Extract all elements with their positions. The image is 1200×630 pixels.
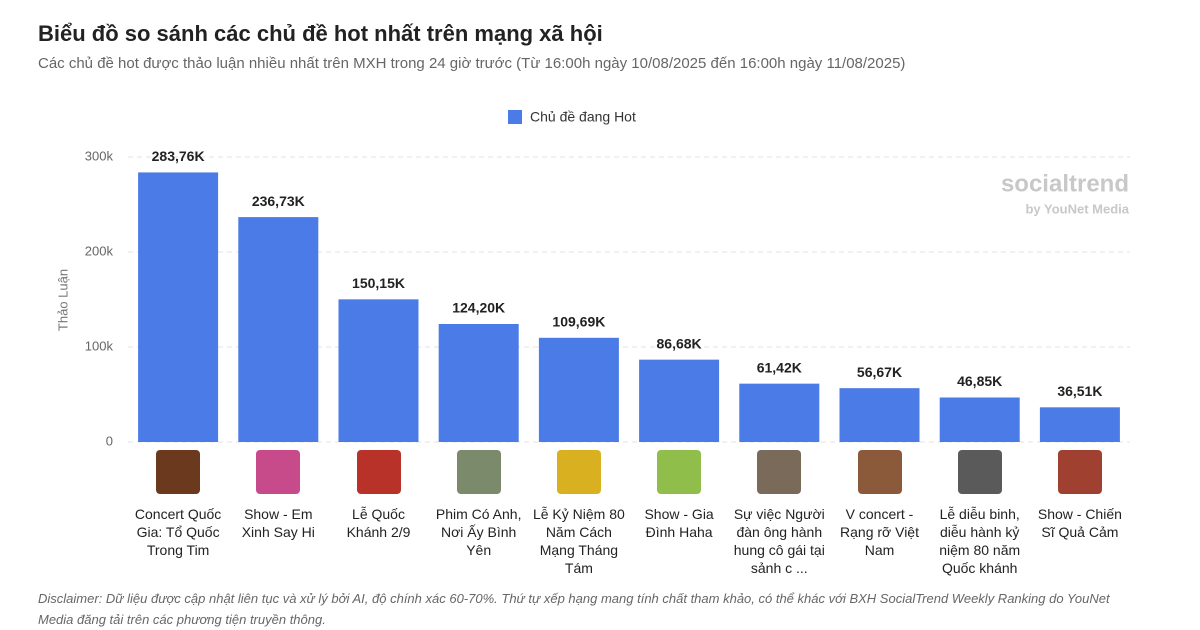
bar <box>639 359 720 442</box>
x-tick-label: Show - Em Xinh Say Hi <box>241 506 315 540</box>
x-tick-label: Show - Gia Đình Haha <box>644 506 714 540</box>
x-tick-label: Lễ Quốc Khánh 2/9 <box>346 506 411 540</box>
y-axis-label: Thảo Luận <box>55 269 70 331</box>
value-label: 61,42K <box>757 359 802 375</box>
y-tick-label: 100k <box>85 338 114 353</box>
watermark: socialtrend <box>1001 170 1129 197</box>
value-label: 236,73K <box>252 193 305 209</box>
thumbnail <box>556 450 601 494</box>
value-label: 109,69K <box>552 313 605 329</box>
legend-swatch <box>508 110 522 124</box>
bar <box>138 172 219 443</box>
thumbnail <box>456 450 501 494</box>
bar <box>538 337 619 442</box>
thumbnail <box>657 450 702 494</box>
thumbnail <box>156 450 201 494</box>
thumbnail <box>757 450 802 494</box>
disclaimer: Disclaimer: Dữ liệu được cập nhật liên t… <box>38 591 1110 627</box>
x-tick-label: Sự việc Người đàn ông hành hung cô gái t… <box>733 506 825 576</box>
value-label: 150,15K <box>352 275 405 291</box>
value-label: 124,20K <box>452 300 505 316</box>
watermark-sub: by YouNet Media <box>1025 201 1129 216</box>
value-label: 46,85K <box>957 373 1002 389</box>
x-tick-label: Show - Chiến Sĩ Quả Cảm <box>1037 506 1122 540</box>
x-tick-label: Phim Có Anh, Nơi Ấy Bình Yên <box>435 506 522 558</box>
thumbnail <box>356 450 401 494</box>
x-tick-label: Concert Quốc Gia: Tổ Quốc Trong Tim <box>134 506 222 558</box>
thumbnail <box>256 450 301 494</box>
y-tick-label: 300k <box>85 148 114 163</box>
value-label: 86,68K <box>657 335 702 351</box>
thumbnail <box>857 450 902 494</box>
x-tick-label: Lễ diễu binh, diễu hành kỷ niệm 80 năm Q… <box>939 506 1021 576</box>
bar <box>238 217 319 442</box>
thumbnail <box>957 450 1002 494</box>
bar <box>438 324 519 442</box>
thumbnail <box>1057 450 1102 494</box>
bar <box>939 397 1020 442</box>
value-label: 56,67K <box>857 364 902 380</box>
x-tick-label: V concert - Rạng rỡ Việt Nam <box>840 506 919 558</box>
legend-label: Chủ đề đang Hot <box>530 109 636 125</box>
value-label: 283,76K <box>152 148 205 164</box>
y-tick-label: 0 <box>106 433 113 448</box>
x-tick-label: Lễ Kỷ Niệm 80 Năm Cách Mạng Tháng Tám <box>532 506 625 576</box>
y-tick-label: 200k <box>85 243 114 258</box>
bar <box>338 299 419 442</box>
bar <box>839 388 920 442</box>
bar <box>739 383 820 442</box>
bar <box>1039 407 1120 442</box>
chart-subtitle: Các chủ đề hot được thảo luận nhiều nhất… <box>38 55 905 72</box>
chart-title: Biểu đồ so sánh các chủ đề hot nhất trên… <box>38 21 603 46</box>
value-label: 36,51K <box>1057 383 1102 399</box>
